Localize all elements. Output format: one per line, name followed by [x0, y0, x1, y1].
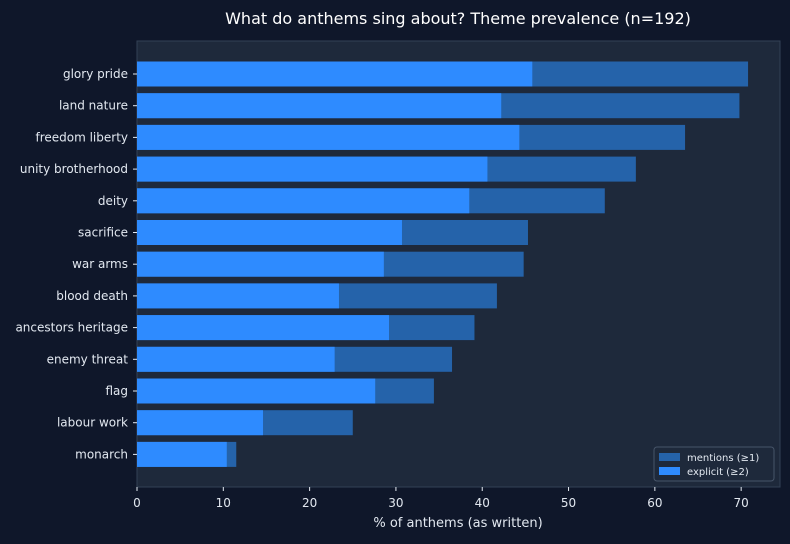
y-tick-label: war arms [72, 257, 128, 271]
bar-explicit [137, 410, 264, 436]
y-tick-label: glory pride [63, 67, 128, 81]
y-tick-label: land nature [59, 99, 128, 113]
x-tick-label: 30 [388, 496, 403, 510]
chart-title: What do anthems sing about? Theme preval… [225, 9, 691, 28]
bar-explicit [137, 346, 335, 372]
x-tick-label: 70 [734, 496, 749, 510]
x-tick-label: 50 [561, 496, 576, 510]
y-tick-label: flag [105, 384, 128, 398]
bar-explicit [137, 220, 402, 245]
x-axis: 0 10 20 30 40 50 60 70 [133, 487, 749, 510]
y-tick-label: freedom liberty [35, 130, 128, 144]
bar-explicit [137, 61, 533, 87]
bar-explicit [137, 441, 227, 467]
bar-explicit [137, 378, 376, 404]
legend-swatch [659, 453, 680, 461]
x-tick-label: 20 [302, 496, 317, 510]
x-tick-label: 0 [133, 496, 141, 510]
bar-explicit [137, 124, 520, 150]
legend-box [653, 446, 775, 482]
y-axis: glory pride land nature freedom liberty uni… [15, 67, 137, 461]
x-tick-label: 60 [647, 496, 662, 510]
legend-label: explicit (≥2) [687, 467, 749, 478]
x-axis-label: % of anthems (as written) [373, 516, 542, 531]
bar-explicit [137, 93, 502, 119]
legend-swatch [659, 467, 680, 475]
y-tick-label: labour work [57, 416, 128, 430]
legend-label: mentions (≥1) [687, 453, 759, 464]
y-tick-label: sacrifice [78, 226, 128, 240]
bars-layer [137, 61, 749, 467]
y-tick-label: deity [98, 194, 128, 208]
y-tick-label: unity brotherhood [20, 162, 128, 176]
y-tick-label: ancestors heritage [15, 321, 128, 335]
x-tick-label: 40 [475, 496, 490, 510]
bar-explicit [137, 251, 384, 277]
y-tick-label: enemy threat [47, 352, 129, 366]
bar-explicit [137, 156, 488, 182]
bar-explicit [137, 188, 470, 214]
y-tick-label: monarch [75, 447, 128, 461]
y-tick-label: blood death [56, 289, 128, 303]
legend: mentions (≥1) explicit (≥2) [653, 446, 775, 482]
x-tick-label: 10 [216, 496, 231, 510]
bar-explicit [137, 283, 339, 309]
bar-explicit [137, 315, 390, 341]
